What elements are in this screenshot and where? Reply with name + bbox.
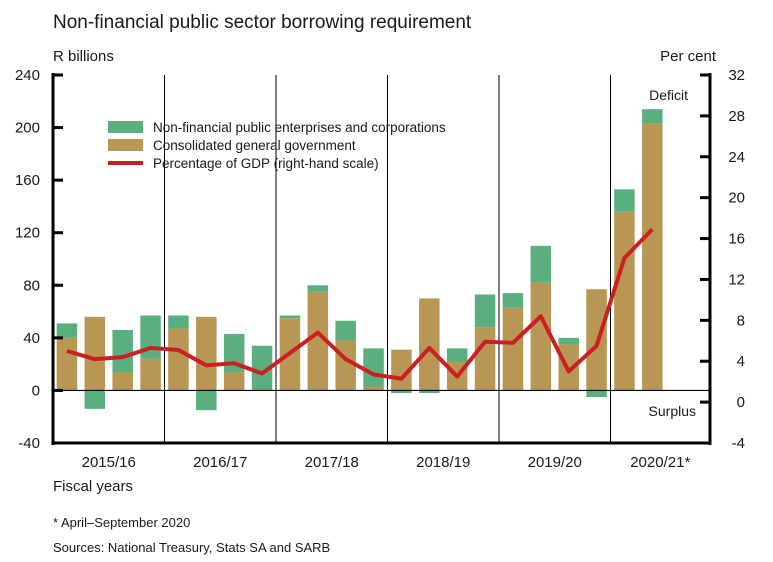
y-tick-label-right: 8 bbox=[737, 312, 745, 329]
x-tick-label: 2018/19 bbox=[416, 454, 470, 471]
bar-nfpe bbox=[56, 323, 78, 338]
x-tick-label: 2017/18 bbox=[305, 454, 359, 471]
y-tick-label-left: 200 bbox=[15, 120, 40, 137]
y-tick-label-right: 4 bbox=[737, 353, 745, 370]
bar-government bbox=[112, 372, 133, 391]
x-tick-label: 2020/21* bbox=[630, 454, 690, 471]
bar-government bbox=[530, 282, 552, 391]
note-footnote: * April–September 2020 bbox=[53, 515, 190, 530]
y-tick-label-left: 240 bbox=[15, 67, 40, 84]
bar-government bbox=[642, 123, 663, 391]
bar-government bbox=[363, 386, 384, 391]
bar-government bbox=[196, 316, 217, 391]
bar-nfpe bbox=[307, 285, 329, 292]
bar-government bbox=[474, 327, 496, 391]
y-tick-label-left: -40 bbox=[18, 435, 40, 452]
bar-nfpe bbox=[586, 390, 607, 397]
y-tick-label-right: 24 bbox=[728, 149, 745, 166]
bar-nfpe bbox=[251, 345, 273, 391]
bar-government bbox=[168, 328, 189, 391]
bar-nfpe bbox=[391, 390, 412, 394]
bar-government bbox=[419, 298, 440, 391]
x-tick-label: 2019/20 bbox=[528, 454, 582, 471]
y-tick-label-left: 160 bbox=[15, 172, 40, 189]
y-tick-label-right: 20 bbox=[728, 190, 745, 207]
bar-nfpe bbox=[279, 315, 301, 319]
bar-nfpe bbox=[196, 390, 217, 411]
deficit-label: Deficit bbox=[649, 87, 688, 103]
y-axis-label-right: Per cent bbox=[660, 48, 717, 65]
legend-swatch bbox=[108, 121, 143, 133]
legend-label: Non-financial public enterprises and cor… bbox=[153, 120, 446, 135]
bar-government bbox=[335, 340, 356, 391]
bar-nfpe bbox=[363, 348, 384, 387]
bar-nfpe bbox=[446, 348, 468, 362]
y-tick-label-right: 28 bbox=[728, 108, 745, 125]
y-axis-label-left: R billions bbox=[53, 48, 114, 65]
bar-government bbox=[140, 358, 161, 391]
y-tick-label-right: 12 bbox=[728, 271, 745, 288]
x-tick-label: 2016/17 bbox=[193, 454, 247, 471]
bar-government bbox=[84, 316, 106, 391]
bar-nfpe bbox=[474, 294, 496, 328]
surplus-label: Surplus bbox=[649, 403, 696, 419]
bar-government bbox=[307, 291, 329, 391]
y-tick-label-left: 40 bbox=[23, 330, 40, 347]
bar-nfpe bbox=[530, 245, 552, 283]
y-tick-label-right: 16 bbox=[728, 231, 745, 248]
bar-government bbox=[223, 372, 245, 391]
bar-nfpe bbox=[419, 390, 440, 394]
legend-label: Consolidated general government bbox=[153, 138, 356, 153]
x-tick-label: 2015/16 bbox=[82, 454, 136, 471]
chart-title: Non-financial public sector borrowing re… bbox=[53, 12, 472, 33]
bar-nfpe bbox=[558, 337, 579, 345]
bar-government bbox=[614, 211, 635, 391]
legend: Non-financial public enterprises and cor… bbox=[108, 120, 446, 171]
y-tick-label-left: 120 bbox=[15, 225, 40, 242]
note-sources: Sources: National Treasury, Stats SA and… bbox=[53, 540, 330, 555]
legend-label: Percentage of GDP (right-hand scale) bbox=[153, 156, 379, 171]
bar-nfpe bbox=[502, 293, 524, 308]
x-axis-label: Fiscal years bbox=[53, 478, 133, 495]
bar-nfpe bbox=[168, 315, 189, 329]
bar-government bbox=[502, 307, 524, 391]
y-tick-label-left: 0 bbox=[32, 382, 40, 399]
bar-government bbox=[391, 349, 412, 391]
y-tick-label-right: -4 bbox=[732, 435, 745, 452]
y-tick-label-right: 32 bbox=[728, 67, 745, 84]
legend-swatch bbox=[108, 139, 143, 151]
bar-nfpe bbox=[84, 390, 106, 409]
bar-nfpe bbox=[614, 189, 635, 212]
y-tick-label-left: 80 bbox=[23, 277, 40, 294]
bar-nfpe bbox=[112, 329, 133, 373]
bar-government bbox=[56, 337, 78, 391]
bar-nfpe bbox=[335, 320, 356, 341]
bar-nfpe bbox=[642, 109, 663, 124]
line-pct-gdp bbox=[66, 227, 654, 381]
y-tick-label-right: 0 bbox=[737, 394, 745, 411]
